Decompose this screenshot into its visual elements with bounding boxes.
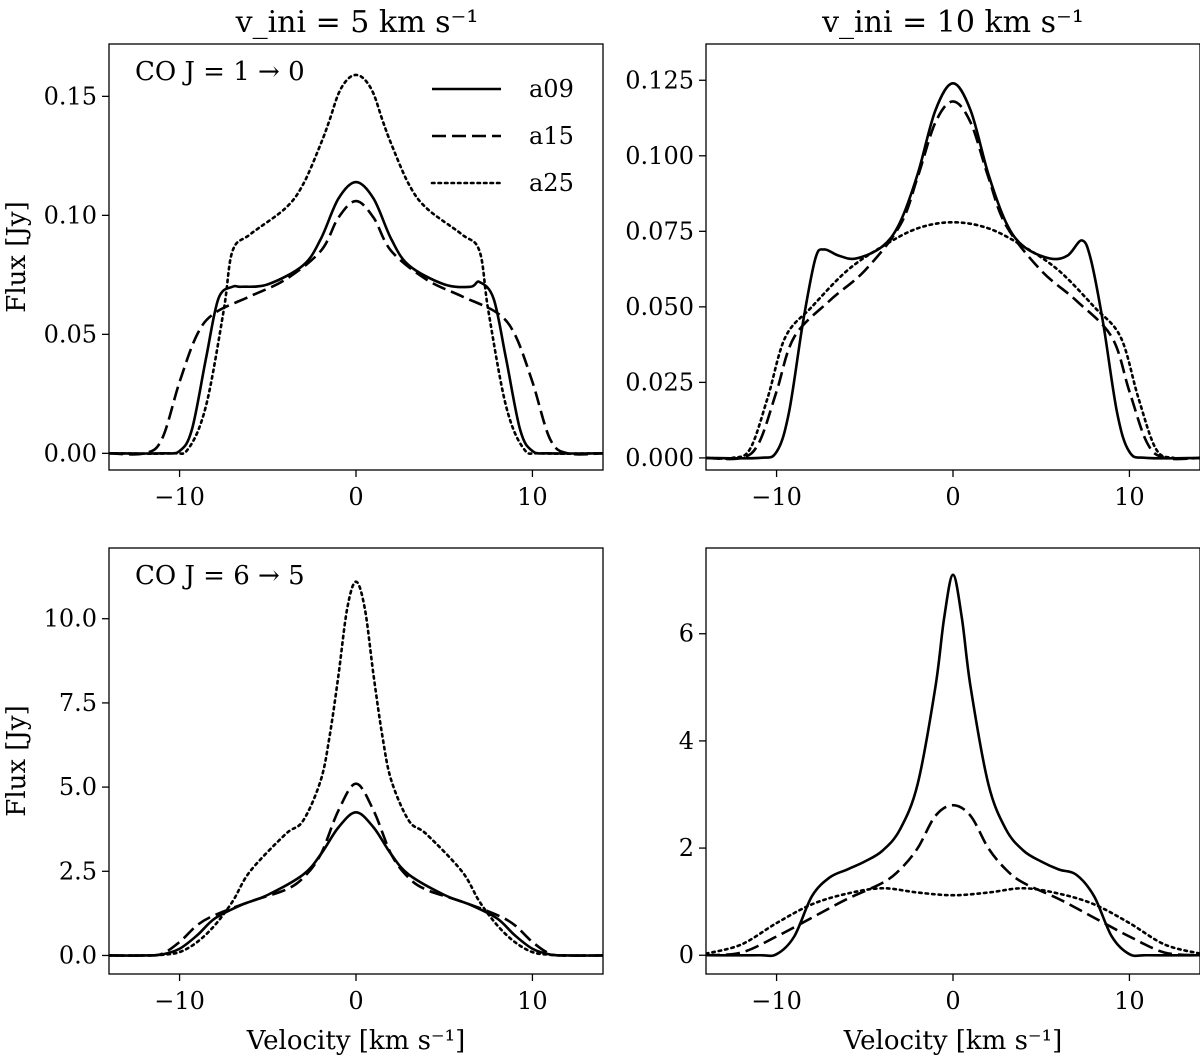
y-tick-label: 0	[679, 941, 694, 969]
y-tick-label: 7.5	[59, 689, 97, 717]
axes-frame	[108, 43, 604, 471]
series-line-a09	[109, 811, 603, 957]
x-axis-label: Velocity [km s⁻¹]	[843, 1026, 1062, 1056]
y-tick-label: 0.10	[44, 201, 97, 229]
x-tick-label: 0	[348, 987, 363, 1015]
series-line-a09	[706, 573, 1200, 958]
x-tick-label: 10	[517, 483, 548, 511]
series-line-a15	[109, 199, 603, 456]
y-tick-label: 0.100	[625, 142, 694, 170]
x-tick-label: 0	[945, 987, 960, 1015]
x-tick-label: −10	[751, 987, 802, 1015]
y-tick-label: 0.15	[44, 82, 97, 110]
axes-frame	[108, 547, 604, 975]
series-group	[109, 73, 603, 456]
y-tick-label: 0.075	[625, 217, 694, 245]
column-title-right: v_ini = 10 km s⁻¹	[821, 5, 1084, 40]
y-tick-label: 4	[679, 727, 694, 755]
y-tick-label: 5.0	[59, 773, 97, 801]
series-group	[706, 81, 1200, 461]
line-annotation: CO J = 6 → 5	[135, 561, 305, 591]
x-tick-label: −10	[751, 483, 802, 511]
series-line-a25	[706, 886, 1200, 955]
y-tick-label: 0.025	[625, 368, 694, 396]
panel-2: −10 0 10 0.000 0.025 0.050 0.075 0.100 0.125	[625, 43, 1200, 511]
y-tick-label: 0.050	[625, 293, 694, 321]
x-tick-label: −10	[154, 483, 205, 511]
series-group	[109, 580, 603, 957]
y-tick-label: 6	[679, 620, 694, 648]
axes-frame	[705, 547, 1200, 975]
panel-4: −10 0 10 0 2 4 6 Velocity [km s⁻¹]	[679, 547, 1200, 1056]
series-line-a09	[109, 180, 603, 455]
y-tick-label: 0.0	[59, 941, 97, 969]
legend-label-a25: a25	[529, 169, 574, 197]
line-annotation: CO J = 1 → 0	[135, 57, 305, 87]
x-axis-label: Velocity [km s⁻¹]	[246, 1026, 465, 1056]
y-tick-label: 0.000	[625, 444, 694, 472]
column-title-left: v_ini = 5 km s⁻¹	[235, 5, 479, 40]
series-group	[706, 573, 1200, 958]
y-axis-label: Flux [Jy]	[2, 201, 32, 312]
panel-1: −10 0 10 0.00 0.05 0.10 0.15 Flux [Jy] CO J = 1 …	[2, 43, 604, 511]
panel-3: −10 0 10 0.0 2.5 5.0 7.5 10.0 Flux [Jy] Velocity …	[2, 547, 604, 1056]
series-line-a09	[706, 81, 1200, 460]
y-tick-label: 0.00	[44, 439, 97, 467]
series-line-a15	[109, 782, 603, 957]
series-line-a25	[109, 73, 603, 455]
y-tick-label: 0.125	[625, 66, 694, 94]
x-tick-label: 0	[945, 483, 960, 511]
legend: a09 a15 a25	[430, 75, 574, 197]
x-tick-label: −10	[154, 987, 205, 1015]
y-tick-label: 10.0	[44, 605, 97, 633]
y-tick-label: 0.05	[44, 320, 97, 348]
y-tick-label: 2.5	[59, 857, 97, 885]
series-line-a25	[109, 580, 603, 957]
x-tick-label: 10	[1114, 987, 1145, 1015]
series-line-a15	[706, 803, 1200, 957]
legend-label-a15: a15	[529, 122, 574, 150]
legend-label-a09: a09	[529, 75, 574, 103]
series-line-a25	[706, 220, 1200, 460]
y-axis-label: Flux [Jy]	[2, 705, 32, 816]
x-tick-label: 10	[1114, 483, 1145, 511]
axes-frame	[705, 43, 1200, 471]
x-tick-label: 10	[517, 987, 548, 1015]
series-line-a15	[706, 100, 1200, 461]
x-tick-label: 0	[348, 483, 363, 511]
y-tick-label: 2	[679, 834, 694, 862]
